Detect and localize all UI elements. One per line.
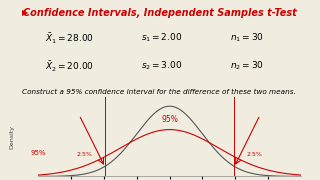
Text: 95%: 95% bbox=[31, 150, 46, 156]
Text: 95%: 95% bbox=[161, 115, 178, 124]
Text: $n_2 = 30$: $n_2 = 30$ bbox=[230, 59, 264, 72]
Text: Confidence Intervals, Independent Samples t-Test: Confidence Intervals, Independent Sample… bbox=[23, 8, 297, 18]
Text: $\bar{X}_1 = 28.00$: $\bar{X}_1 = 28.00$ bbox=[45, 32, 94, 46]
Text: Density: Density bbox=[10, 125, 15, 149]
Text: ▶: ▶ bbox=[22, 8, 29, 17]
Text: $n_1 = 30$: $n_1 = 30$ bbox=[230, 32, 264, 44]
Text: $s_1 = 2.00$: $s_1 = 2.00$ bbox=[141, 32, 182, 44]
Text: $\bar{X}_2 = 20.00$: $\bar{X}_2 = 20.00$ bbox=[45, 59, 94, 74]
Text: $s_2 = 3.00$: $s_2 = 3.00$ bbox=[141, 59, 182, 72]
Text: 2.5%: 2.5% bbox=[247, 152, 263, 157]
Text: 2.5%: 2.5% bbox=[76, 152, 92, 157]
Text: Construct a 95% confidence interval for the difference of these two means.: Construct a 95% confidence interval for … bbox=[22, 89, 296, 95]
